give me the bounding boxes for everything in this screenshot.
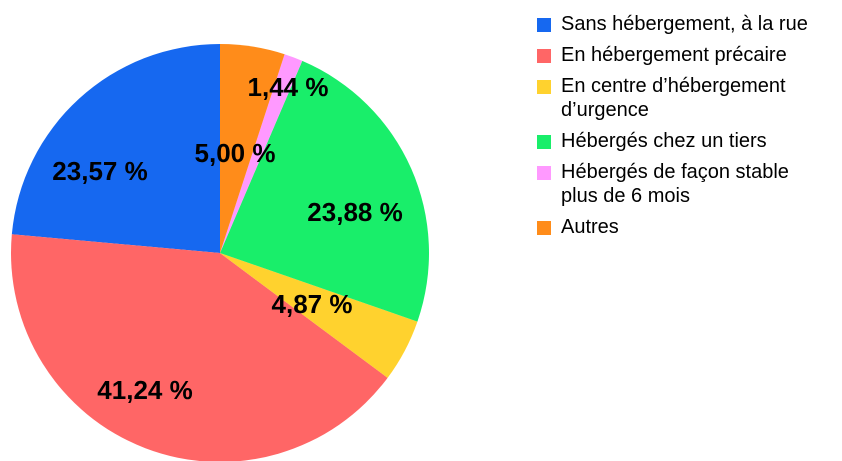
legend-label: En hébergement précaire — [561, 44, 787, 66]
legend-item: Hébergés chez un tiers — [527, 129, 823, 153]
value-label: 1,44 % — [248, 72, 329, 102]
legend-swatch — [537, 135, 551, 149]
value-label: 4,87 % — [272, 289, 353, 319]
pie-slice — [220, 60, 429, 322]
pie-slice — [220, 44, 285, 253]
pie-slice — [220, 253, 418, 378]
value-label: 41,24 % — [97, 375, 192, 405]
legend-item: En centre d’héber­gement d’urgence — [527, 74, 823, 122]
legend-label: Sans hébergement, à la rue — [561, 13, 808, 35]
pie-slice — [11, 234, 388, 461]
pie-slice — [11, 44, 221, 253]
legend-swatch — [537, 166, 551, 180]
value-label: 23,57 % — [52, 156, 147, 186]
value-label: 23,88 % — [307, 197, 402, 227]
legend-label: En centre d’héber­gement d’urgence — [561, 75, 786, 121]
legend-item: Sans hébergement, à la rue — [527, 12, 823, 36]
legend-label: Hébergés chez un tiers — [561, 130, 767, 152]
pie-slice — [220, 54, 303, 253]
legend-swatch — [537, 221, 551, 235]
pie-area: 23,57 % 41,24 % 4,87 % 23,88 % 1,44 % 5,00 % — [11, 44, 429, 461]
legend-item: Autres — [527, 215, 823, 239]
legend-swatch — [537, 80, 551, 94]
legend: Sans hébergement, à la rue En hébergement… — [527, 12, 827, 246]
legend-item: En hébergement précaire — [527, 43, 823, 67]
legend-swatch — [537, 18, 551, 32]
legend-swatch — [537, 49, 551, 63]
legend-item: Hébergés de façon stable plus de 6 mois — [527, 160, 823, 208]
legend-label: Autres — [561, 216, 619, 238]
value-label: 5,00 % — [195, 138, 276, 168]
legend-label: Hébergés de façon stable plus de 6 mois — [561, 161, 789, 207]
